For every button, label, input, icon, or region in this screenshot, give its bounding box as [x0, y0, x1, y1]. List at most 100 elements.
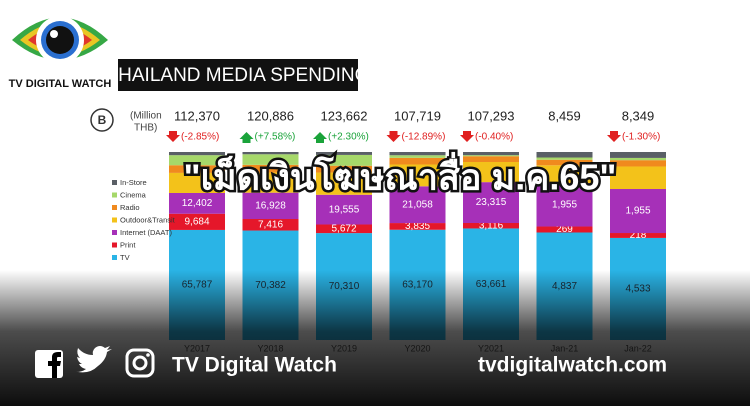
change-arrow [239, 132, 254, 143]
bar-segment [610, 157, 666, 161]
total-label: 123,662 [321, 108, 368, 123]
total-label: 112,370 [174, 108, 220, 123]
bar-segment [463, 161, 519, 183]
segment-label: 23,315 [476, 197, 507, 208]
bar-segment [463, 156, 519, 162]
legend-label: Internet (DAAT) [120, 228, 172, 237]
change-arrow [166, 131, 180, 142]
segment-label: 5,672 [331, 223, 356, 234]
change-arrow [386, 131, 401, 142]
segment-label: 1,955 [625, 206, 650, 217]
legend-swatch [112, 192, 117, 198]
bar-segment [610, 160, 666, 167]
bar-segment [610, 233, 666, 238]
bar-segment [242, 152, 299, 155]
bar-segment [316, 152, 372, 155]
segment-label: 269 [556, 224, 573, 235]
change-arrow [607, 131, 621, 142]
legend-label: In-Store [120, 178, 147, 187]
bar-segment [242, 164, 299, 173]
overlay-title: "เม็ดเงินโฆษณาสื่อ ม.ค.65" [184, 152, 617, 198]
segment-label: 9,684 [184, 216, 209, 227]
total-label: 8,459 [548, 108, 581, 123]
bar-segment [389, 155, 446, 158]
bar-segment [463, 222, 519, 229]
legend-swatch [112, 180, 117, 185]
bar-segment [169, 165, 225, 173]
bar-segment [536, 157, 593, 160]
change-label: (-0.40%) [475, 132, 513, 143]
bar-segment [316, 172, 372, 195]
social-icons [35, 346, 155, 378]
bar-segment [169, 213, 225, 230]
legend-swatch [112, 205, 117, 210]
bar-segment [389, 157, 446, 165]
bar-segment [242, 219, 299, 231]
unit: (Million [130, 111, 162, 122]
bar-segment [169, 155, 225, 166]
change-label: (-1.30%) [622, 132, 660, 143]
segment-label: 3,116 [479, 220, 504, 231]
total-label: 120,886 [247, 108, 294, 123]
legend-label: TV [120, 253, 130, 262]
badge: B [98, 113, 107, 127]
change-label: (+2.30%) [328, 132, 369, 143]
badge-ring [90, 108, 114, 132]
segment-label: 21,058 [402, 199, 433, 210]
legend-swatch [112, 217, 117, 223]
bar-segment [316, 165, 372, 173]
banner: THAILAND MEDIA SPENDING [107, 65, 370, 86]
footer-website: tvdigitalwatch.com [478, 354, 667, 377]
bar-segment [316, 194, 372, 225]
bar-segment [389, 152, 446, 156]
bar-segment [389, 223, 446, 230]
legend-swatch [112, 230, 117, 235]
bar-segment [610, 188, 666, 234]
footer-shade [0, 270, 750, 406]
brand: TV DIGITAL WATCH [9, 78, 112, 90]
total-label: 8,349 [622, 108, 655, 123]
bar-segment [610, 152, 666, 158]
bar-segment [463, 182, 519, 223]
change-arrow [460, 131, 474, 142]
bar-segment [610, 166, 666, 189]
logo [12, 16, 108, 64]
bar-segment [536, 226, 593, 233]
legend-label: Print [120, 240, 136, 249]
segment-label: 218 [630, 230, 647, 241]
bar-segment [169, 172, 225, 193]
legend-label: Radio [120, 203, 140, 212]
change-label: (+7.58%) [255, 132, 296, 143]
bar-segment [169, 192, 225, 214]
bar-segment [242, 192, 299, 220]
legend-swatch [112, 255, 117, 260]
bar-segment [316, 224, 372, 234]
change-label: (-12.89%) [402, 132, 446, 143]
bar-segment [242, 154, 299, 165]
bar-segment [463, 155, 519, 157]
segment-label: 7,416 [258, 219, 283, 230]
segment-label: 16,928 [255, 200, 286, 211]
segment-label: 19,555 [329, 204, 360, 215]
bar-segment [536, 183, 593, 227]
bar-segment [316, 154, 372, 166]
bar-segment [389, 186, 446, 224]
bar-segment [536, 165, 593, 184]
bar-segment [463, 152, 519, 156]
bar-segment [389, 164, 446, 187]
legend-swatch [112, 242, 117, 248]
change-arrow [313, 132, 327, 143]
bar-segment [536, 159, 593, 166]
bar-segment [169, 152, 225, 156]
segment-label: 12,402 [182, 198, 213, 209]
total-label: 107,719 [394, 108, 441, 123]
legend-label: Outdoor&Transit [120, 215, 176, 224]
segment-label: 1,955 [552, 199, 577, 210]
bar-segment [242, 172, 299, 193]
banner-box [118, 59, 358, 91]
unit: THB) [134, 123, 157, 134]
change-label: (-2.85%) [181, 132, 219, 143]
bar-segment [536, 152, 593, 158]
footer-name: TV Digital Watch [172, 354, 337, 377]
